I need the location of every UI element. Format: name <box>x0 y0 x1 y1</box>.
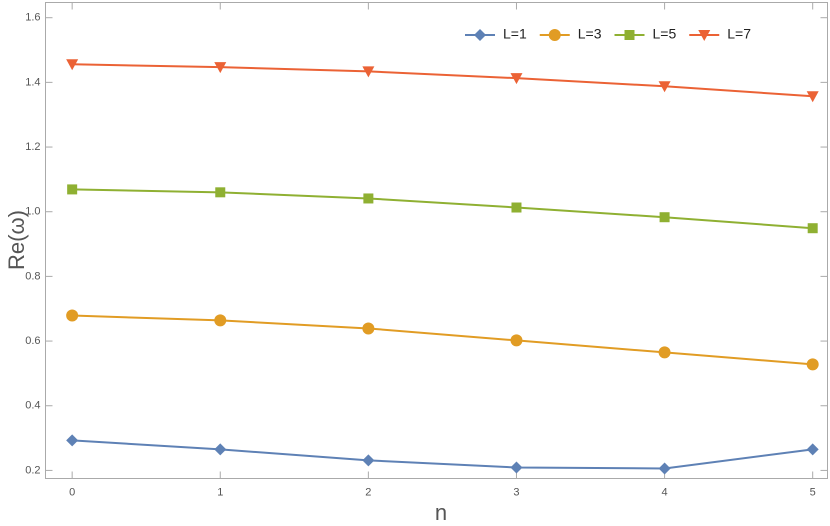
legend-label: L=7 <box>727 26 751 42</box>
y-tick-label: 0.6 <box>25 335 40 347</box>
y-tick-label: 0.4 <box>25 400 40 412</box>
x-tick-label: 0 <box>69 486 75 498</box>
marker <box>474 29 486 41</box>
legend-label: L=3 <box>578 26 602 42</box>
marker <box>66 309 79 322</box>
marker <box>510 73 523 85</box>
marker <box>698 30 711 41</box>
marker <box>214 314 227 327</box>
y-tick-label: 1.2 <box>25 141 40 153</box>
marker <box>363 193 374 204</box>
marker <box>658 462 671 475</box>
marker <box>658 81 671 93</box>
marker <box>66 59 79 71</box>
marker <box>659 212 670 223</box>
marker <box>362 66 375 78</box>
y-tick-label: 0.8 <box>25 270 40 282</box>
marker <box>362 322 375 335</box>
x-tick-label: 3 <box>513 486 519 498</box>
plot-frame <box>45 2 828 479</box>
marker <box>658 346 671 359</box>
series-line <box>72 188 813 230</box>
x-tick-label: 4 <box>662 486 668 498</box>
marker <box>362 454 375 467</box>
series-line <box>72 439 813 470</box>
y-tick-label: 0.2 <box>25 464 40 476</box>
legend: L=1 L=3 L=5 L=7 <box>465 26 751 42</box>
series-line <box>72 63 813 98</box>
marker <box>548 29 561 41</box>
series-line <box>72 314 813 366</box>
marker <box>806 358 819 371</box>
marker <box>214 62 227 74</box>
marker <box>510 461 523 474</box>
legend-label: L=1 <box>503 26 527 42</box>
y-tick-label: 1.4 <box>25 76 40 88</box>
marker <box>806 443 819 456</box>
marker <box>214 443 227 456</box>
marker <box>215 187 226 198</box>
marker <box>510 334 523 347</box>
marker <box>511 202 522 213</box>
x-axis-label: n <box>435 500 447 525</box>
y-tick-label: 1.0 <box>25 206 40 218</box>
x-tick-label: 1 <box>217 486 223 498</box>
y-axis-label: Re(ω) <box>4 210 29 270</box>
marker <box>67 184 78 195</box>
marker <box>806 91 819 103</box>
marker <box>807 223 818 234</box>
legend-label: L=5 <box>653 26 677 42</box>
x-tick-label: 5 <box>810 486 816 498</box>
marker <box>624 30 635 40</box>
x-tick-label: 2 <box>365 486 371 498</box>
marker <box>66 434 79 447</box>
y-tick-label: 1.6 <box>25 12 40 24</box>
